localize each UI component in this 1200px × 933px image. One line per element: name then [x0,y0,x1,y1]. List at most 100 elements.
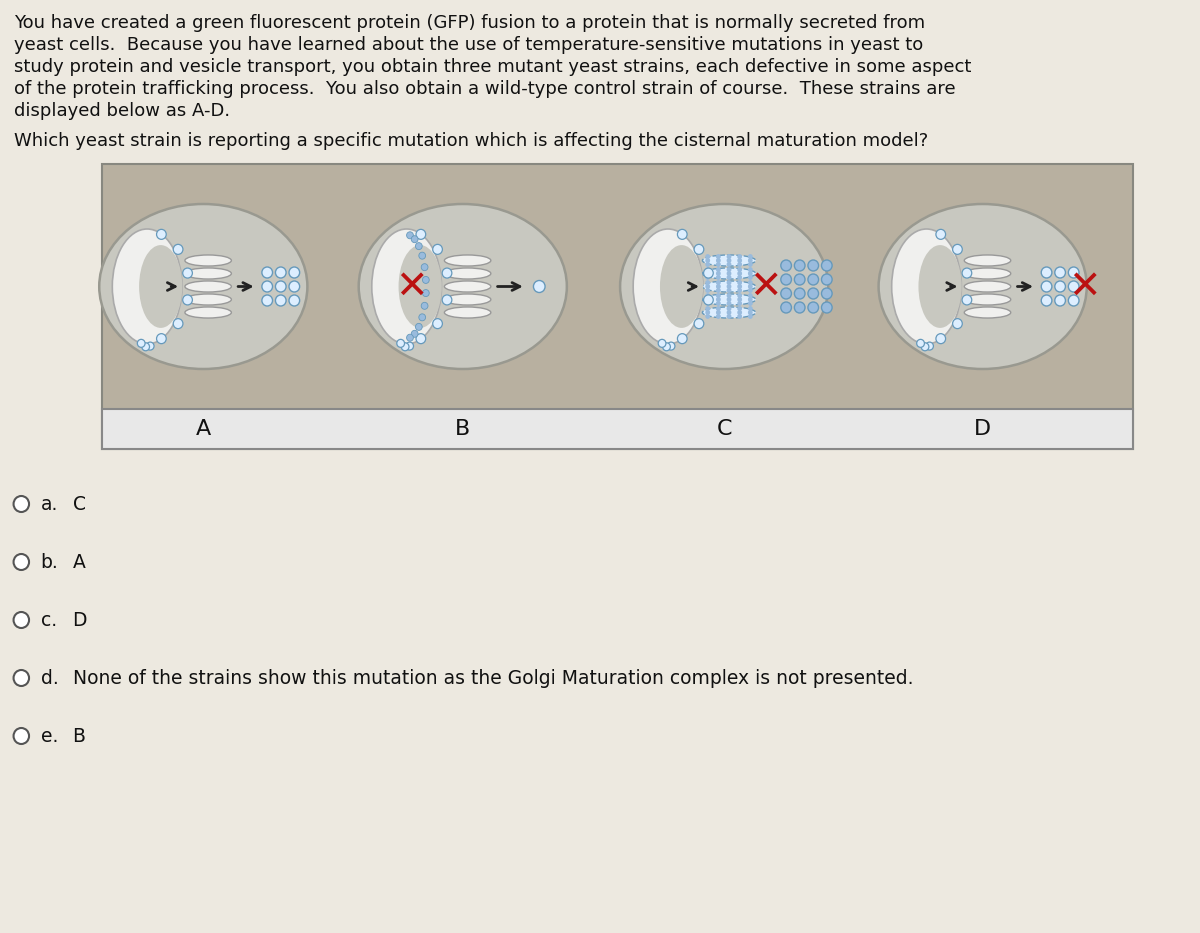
Text: of the protein trafficking process.  You also obtain a wild-type control strain : of the protein trafficking process. You … [13,80,955,98]
Ellipse shape [620,204,828,369]
Text: d.: d. [41,669,59,688]
Circle shape [748,310,752,315]
Circle shape [737,301,742,306]
Ellipse shape [185,268,232,279]
Circle shape [748,313,752,319]
Circle shape [748,301,752,306]
Circle shape [706,262,710,267]
Circle shape [694,244,703,255]
Ellipse shape [702,255,756,266]
Circle shape [726,293,732,299]
Circle shape [737,275,742,280]
Circle shape [794,288,805,299]
Circle shape [748,288,752,293]
Circle shape [706,271,710,276]
Circle shape [737,267,742,272]
Circle shape [781,274,792,285]
Circle shape [289,281,300,292]
Circle shape [406,342,414,350]
Ellipse shape [892,229,961,344]
Circle shape [737,297,742,302]
Circle shape [822,302,832,313]
Circle shape [726,254,732,259]
Circle shape [716,267,721,272]
Circle shape [706,288,710,293]
Circle shape [412,236,418,243]
Text: study protein and vesicle transport, you obtain three mutant yeast strains, each: study protein and vesicle transport, you… [13,58,971,76]
Text: Which yeast strain is reporting a specific mutation which is affecting the ciste: Which yeast strain is reporting a specif… [13,132,928,150]
Circle shape [716,313,721,319]
Text: b.: b. [41,552,59,572]
Ellipse shape [702,307,756,318]
Circle shape [737,271,742,276]
Circle shape [716,288,721,293]
Ellipse shape [634,229,703,344]
Circle shape [748,271,752,276]
Ellipse shape [185,281,232,292]
Circle shape [416,230,426,240]
Text: ✕: ✕ [395,268,427,305]
Circle shape [822,288,832,299]
Circle shape [703,295,713,305]
Circle shape [936,230,946,240]
Circle shape [737,258,742,263]
Circle shape [421,264,428,271]
Circle shape [433,244,443,255]
Circle shape [726,262,732,267]
Circle shape [925,342,934,350]
Circle shape [419,252,426,259]
Circle shape [794,260,805,271]
Circle shape [822,274,832,285]
Circle shape [716,301,721,306]
Circle shape [1042,281,1052,292]
Circle shape [726,271,732,276]
Circle shape [737,254,742,259]
Circle shape [716,310,721,315]
Circle shape [412,330,418,338]
Ellipse shape [444,294,491,305]
Circle shape [442,268,452,278]
Circle shape [716,297,721,302]
Circle shape [726,288,732,293]
Circle shape [156,230,167,240]
Text: D: D [974,419,991,439]
Circle shape [748,262,752,267]
Circle shape [142,342,150,351]
Circle shape [173,244,182,255]
Circle shape [781,302,792,313]
Circle shape [13,612,29,628]
Text: A: A [196,419,211,439]
Circle shape [422,289,430,297]
Circle shape [1055,295,1066,306]
Circle shape [706,284,710,289]
Ellipse shape [113,229,182,344]
Ellipse shape [139,245,182,327]
Circle shape [13,670,29,686]
Circle shape [1055,267,1066,278]
Circle shape [794,302,805,313]
Circle shape [1068,267,1079,278]
Circle shape [737,306,742,311]
Circle shape [421,302,428,310]
Circle shape [748,284,752,289]
Ellipse shape [965,281,1010,292]
Circle shape [808,288,818,299]
Circle shape [397,340,404,347]
Bar [102,409,1133,449]
Circle shape [748,297,752,302]
Circle shape [726,297,732,302]
Circle shape [726,301,732,306]
Circle shape [276,281,286,292]
Circle shape [737,293,742,299]
Circle shape [667,342,674,350]
Circle shape [694,319,703,328]
Circle shape [936,334,946,343]
Ellipse shape [444,255,491,266]
Circle shape [262,281,272,292]
Circle shape [716,306,721,311]
Ellipse shape [660,245,703,327]
Ellipse shape [100,204,307,369]
Circle shape [706,275,710,280]
Circle shape [1068,281,1079,292]
Circle shape [156,334,167,343]
